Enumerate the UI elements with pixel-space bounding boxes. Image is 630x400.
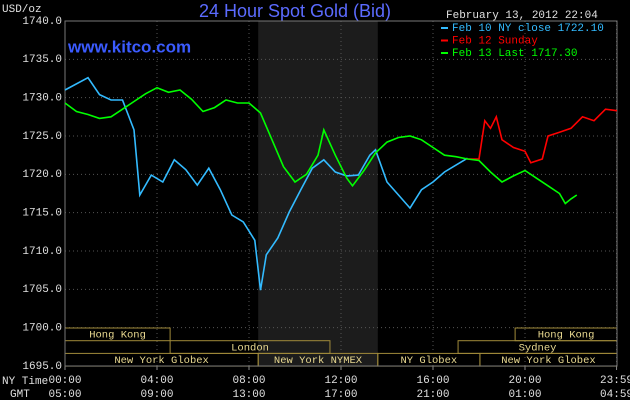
y-tick-label: 1705.0 [22, 284, 62, 296]
y-tick-label: 1715.0 [22, 208, 62, 220]
y-tick-label: 1730.0 [22, 93, 62, 105]
y-axis-label: USD/oz [2, 4, 42, 16]
session-label: New York Globex [501, 355, 596, 367]
session-label: NY Globex [401, 355, 458, 367]
series-line [64, 76, 468, 291]
x-row-label: NY Time [2, 376, 48, 388]
y-tick-label: 1695.0 [22, 361, 62, 373]
x2-tick-label: 05:00 [48, 389, 81, 400]
chart-title: 24 Hour Spot Gold (Bid) [199, 1, 391, 21]
x-tick-label: 08:00 [232, 375, 265, 387]
session-label: Hong Kong [538, 330, 595, 342]
session-label: Hong Kong [89, 330, 146, 342]
shade [258, 21, 378, 366]
legend-label: Feb 13 Last 1717.30 [452, 48, 577, 60]
x2-tick-label: 17:00 [324, 389, 357, 400]
x-tick-label: 12:00 [324, 375, 357, 387]
y-tick-label: 1740.0 [22, 16, 62, 28]
session-label: Sydney [519, 342, 557, 354]
x-tick-label: 16:00 [416, 375, 449, 387]
x-tick-label: 23:59 [600, 375, 630, 387]
plot-frame [64, 20, 618, 367]
x2-tick-label: 21:00 [416, 389, 449, 400]
y-tick-label: 1710.0 [22, 246, 62, 258]
x-tick-label: 20:00 [508, 375, 541, 387]
x-row-label: GMT [10, 389, 30, 400]
session-label: New York Globex [114, 355, 209, 367]
y-tick-label: 1725.0 [22, 131, 62, 143]
series-line [467, 108, 618, 164]
y-tick-label: 1720.0 [22, 169, 62, 181]
y-tick-label: 1735.0 [22, 54, 62, 66]
x2-tick-label: 01:00 [508, 389, 541, 400]
x-tick-label: 00:00 [48, 375, 81, 387]
x2-tick-label: 04:59 [600, 389, 630, 400]
session-label: New York NYMEX [274, 355, 363, 367]
x2-tick-label: 13:00 [232, 389, 265, 400]
session-label: London [231, 342, 269, 354]
x2-tick-label: 09:00 [140, 389, 173, 400]
legend-label: Feb 10 NY close 1722.10 [452, 23, 604, 35]
timestamp: February 13, 2012 22:04 [446, 10, 598, 22]
series-line [64, 86, 578, 205]
x-tick-label: 04:00 [140, 375, 173, 387]
legend-label: Feb 12 Sunday [452, 35, 538, 47]
y-tick-label: 1700.0 [22, 323, 62, 335]
watermark: www.kitco.com [67, 37, 191, 56]
